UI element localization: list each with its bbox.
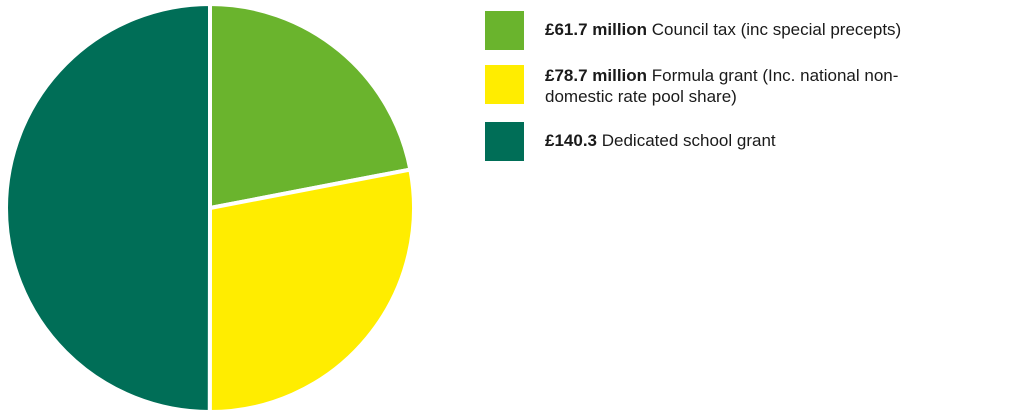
legend-item-council-tax: £61.7 million Council tax (inc special p… bbox=[485, 11, 1005, 50]
legend-item-dedicated-school-grant: £140.3 Dedicated school grant bbox=[485, 122, 1005, 161]
legend-label-dedicated-school-grant: Dedicated school grant bbox=[601, 131, 776, 150]
legend-text-dedicated-school-grant: £140.3 Dedicated school grant bbox=[545, 122, 776, 151]
legend-amount-dedicated-school-grant: £140.3 bbox=[545, 131, 597, 150]
legend-swatch-formula-grant bbox=[485, 65, 524, 104]
pie-slice-dedicated-school-grant bbox=[3, 2, 212, 414]
legend-label-formula-grant: Formula grant (Inc. national non-domesti… bbox=[545, 66, 899, 106]
legend-swatch-dedicated-school-grant bbox=[485, 122, 524, 161]
legend-item-formula-grant: £78.7 million Formula grant (Inc. nation… bbox=[485, 65, 1005, 107]
legend-text-formula-grant: £78.7 million Formula grant (Inc. nation… bbox=[545, 65, 945, 107]
legend: £61.7 million Council tax (inc special p… bbox=[485, 11, 1005, 176]
legend-amount-formula-grant: £78.7 million bbox=[545, 66, 648, 85]
pie-chart bbox=[3, 2, 416, 414]
legend-amount-council-tax: £61.7 million bbox=[545, 20, 648, 39]
legend-text-council-tax: £61.7 million Council tax (inc special p… bbox=[545, 11, 901, 40]
legend-label-council-tax: Council tax (inc special precepts) bbox=[651, 20, 902, 39]
pie-slice-council-tax bbox=[208, 2, 413, 210]
legend-swatch-council-tax bbox=[485, 11, 524, 50]
pie-slice-formula-grant bbox=[207, 167, 416, 414]
